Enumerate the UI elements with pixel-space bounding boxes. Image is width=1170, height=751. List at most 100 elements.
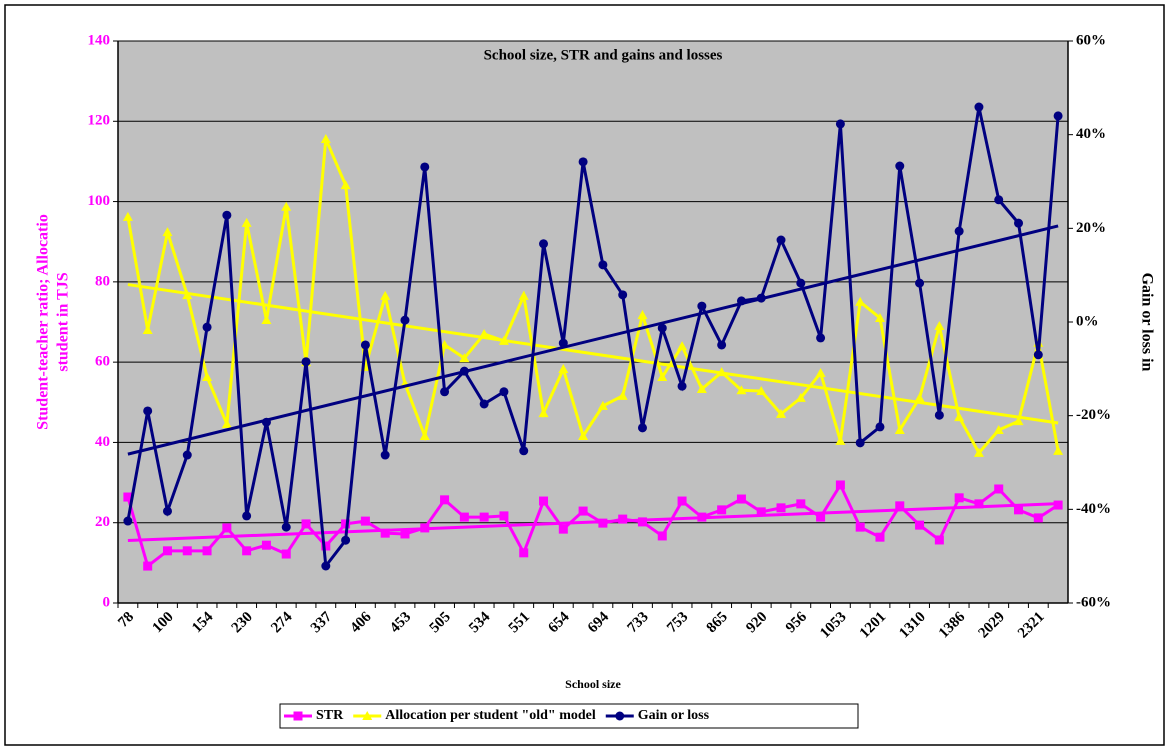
data-point (618, 514, 628, 524)
data-point (538, 408, 549, 418)
data-point (400, 529, 410, 539)
data-point (558, 524, 568, 534)
data-point (657, 531, 667, 541)
data-point (1013, 416, 1024, 426)
data-point (261, 540, 271, 550)
data-point (162, 506, 172, 516)
data-point (915, 520, 925, 530)
legend-marker (615, 711, 625, 721)
data-point (717, 340, 727, 350)
chart-title: School size, STR and gains and losses (484, 47, 723, 63)
data-point (796, 278, 806, 288)
trendline (127, 283, 1059, 425)
data-point (1033, 513, 1043, 523)
data-point (657, 323, 667, 333)
data-point (855, 522, 865, 532)
data-point (954, 226, 964, 236)
data-point (1014, 218, 1024, 228)
data-point (776, 235, 786, 245)
data-point (697, 301, 707, 311)
trendline (127, 224, 1059, 456)
series-line (126, 138, 1060, 456)
x-axis-title: School size (565, 677, 621, 691)
data-point (894, 424, 905, 434)
data-point (736, 385, 747, 395)
y2-tick-label: 60% (1076, 32, 1106, 48)
y-tick-label: 140 (88, 32, 111, 48)
data-point (717, 505, 727, 515)
data-point (222, 210, 232, 220)
data-point (380, 528, 390, 538)
data-point (776, 408, 787, 418)
data-point (835, 435, 846, 445)
data-point (202, 371, 213, 381)
series-line (126, 106, 1060, 570)
data-point (360, 516, 370, 526)
data-point (1053, 445, 1064, 455)
data-point (756, 293, 766, 303)
data-point (816, 512, 826, 522)
y2-tick-label: -40% (1076, 501, 1111, 517)
data-point (459, 366, 469, 376)
data-point (321, 561, 331, 571)
data-point (301, 519, 311, 529)
data-point (321, 541, 331, 551)
data-point (419, 431, 430, 441)
data-point (143, 561, 153, 571)
data-point (934, 535, 944, 545)
y-tick-label: 0 (103, 594, 111, 610)
data-point (637, 310, 648, 320)
data-point (301, 357, 311, 367)
data-point (341, 535, 351, 545)
data-point (954, 412, 965, 422)
data-point (736, 494, 746, 504)
data-point (994, 195, 1004, 205)
data-point (795, 392, 806, 402)
data-point (697, 512, 707, 522)
data-point (973, 447, 984, 457)
data-point (459, 353, 470, 363)
y-axis-title: Student-teacher ratio; Allocatio (35, 214, 52, 430)
data-point (499, 511, 509, 521)
data-point (519, 548, 529, 558)
y2-tick-label: 20% (1076, 220, 1106, 236)
data-point (954, 493, 964, 503)
data-point (498, 335, 509, 345)
data-point (519, 446, 529, 456)
data-point (558, 363, 569, 373)
data-point (221, 418, 232, 428)
data-point (380, 450, 390, 460)
data-point (499, 387, 509, 397)
data-point (420, 162, 430, 172)
legend-label: Allocation per student "old" model (385, 708, 596, 723)
data-point (874, 312, 885, 322)
y2-tick-label: -20% (1076, 407, 1111, 423)
data-point (182, 450, 192, 460)
data-point (637, 423, 647, 433)
data-point (578, 431, 589, 441)
data-point (261, 417, 271, 427)
y-axis-title: student in TJS (55, 272, 72, 371)
data-point (182, 546, 192, 556)
data-point (539, 496, 549, 506)
y2-tick-label: 40% (1076, 126, 1106, 142)
data-point (816, 333, 826, 343)
y2-tick-label: 0% (1076, 313, 1099, 329)
y-tick-label: 80 (95, 273, 110, 289)
data-point (479, 329, 490, 339)
data-point (242, 511, 252, 521)
data-point (222, 523, 232, 533)
legend-label: STR (316, 708, 344, 723)
data-point (1053, 500, 1063, 510)
data-point (934, 410, 944, 420)
data-point (934, 321, 945, 331)
data-point (420, 523, 430, 533)
data-point (261, 314, 272, 324)
data-point (122, 211, 133, 221)
data-point (1053, 111, 1063, 121)
y2-axis-title: Gain or loss in (1138, 273, 1155, 372)
data-point (677, 381, 687, 391)
data-point (915, 278, 925, 288)
data-point (162, 546, 172, 556)
